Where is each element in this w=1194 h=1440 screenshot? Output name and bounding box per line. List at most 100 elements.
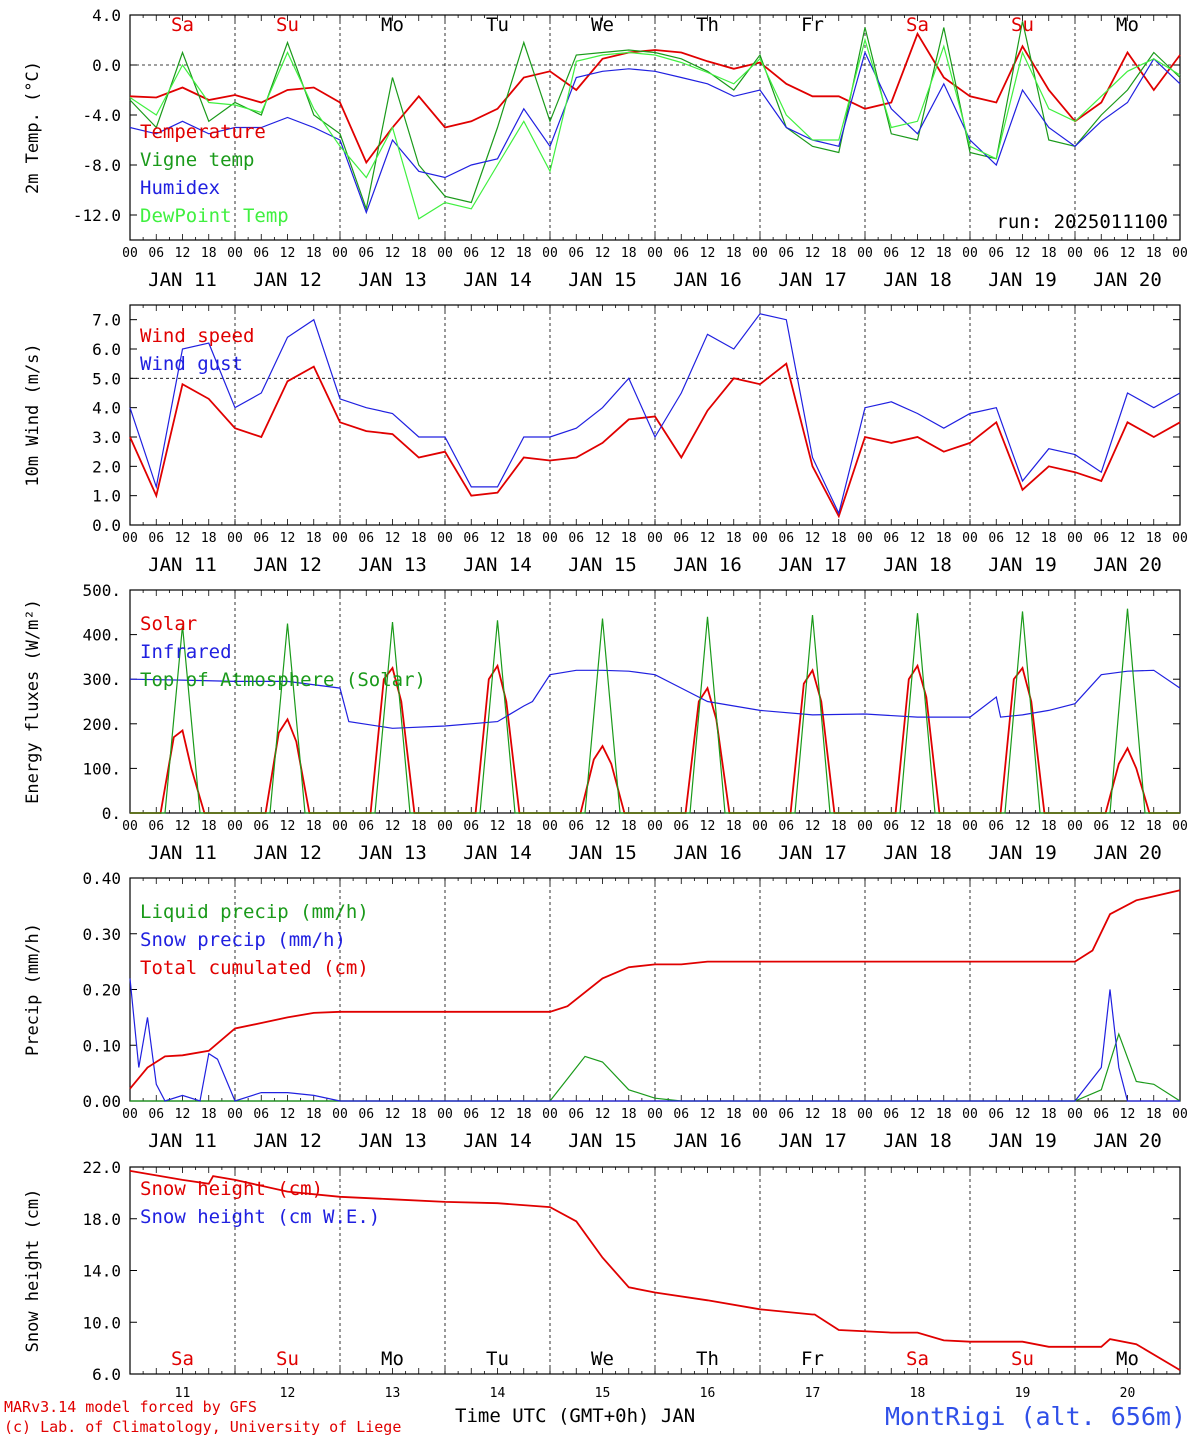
hour-tick-label: 18	[621, 1107, 637, 1122]
hour-tick-label: 12	[595, 819, 611, 834]
hour-tick-label: 06	[673, 531, 689, 546]
hour-tick-label: 00	[122, 819, 138, 834]
hour-tick-label: 00	[542, 819, 558, 834]
hour-tick-label: 06	[568, 1107, 584, 1122]
date-label: JAN 13	[358, 1130, 427, 1152]
hour-tick-label: 06	[253, 246, 269, 261]
hour-tick-label: 00	[752, 1107, 768, 1122]
day-number-label: 14	[490, 1386, 506, 1401]
y-axis-title: 2m Temp. (°C)	[23, 61, 43, 194]
y-axis-title: 10m Wind (m/s)	[23, 343, 43, 486]
hour-tick-label: 18	[1041, 1107, 1057, 1122]
hour-tick-label: 12	[700, 531, 716, 546]
hour-tick-label: 12	[805, 1107, 821, 1122]
hour-tick-label: 06	[988, 1107, 1004, 1122]
hour-tick-label: 06	[463, 1107, 479, 1122]
hour-tick-label: 06	[253, 531, 269, 546]
series-line-blue	[129, 669, 1181, 729]
y-tick-label: 0.20	[82, 981, 121, 1000]
hour-tick-label: 06	[463, 531, 479, 546]
y-tick-label: -12.0	[73, 206, 121, 225]
hour-tick-label: 00	[647, 819, 663, 834]
series-line-blue	[129, 50, 1181, 215]
hour-tick-label: 00	[857, 246, 873, 261]
y-axis-title: Precip (mm/h)	[23, 923, 43, 1056]
hour-tick-label: 18	[306, 531, 322, 546]
hour-tick-label: 00	[227, 819, 243, 834]
date-label: JAN 18	[883, 1130, 952, 1152]
date-label: JAN 13	[358, 269, 427, 291]
date-label: JAN 13	[358, 842, 427, 864]
hour-tick-label: 00	[542, 246, 558, 261]
run-label: run: 2025011100	[996, 211, 1168, 233]
y-tick-label: 300.	[82, 670, 121, 689]
legend-entry: Wind speed	[140, 325, 254, 347]
hour-tick-label: 12	[175, 246, 191, 261]
hour-tick-label: 18	[1041, 246, 1057, 261]
date-label: JAN 16	[673, 554, 742, 576]
hour-tick-label: 06	[883, 246, 899, 261]
y-tick-label: 0.0	[92, 56, 121, 75]
hour-tick-label: 00	[122, 531, 138, 546]
hour-tick-label: 00	[962, 819, 978, 834]
hour-tick-label: 00	[1172, 246, 1188, 261]
day-number-label: 13	[385, 1386, 401, 1401]
hour-tick-label: 00	[227, 1107, 243, 1122]
hour-tick-label: 06	[778, 819, 794, 834]
hour-tick-label: 12	[805, 246, 821, 261]
hour-tick-label: 18	[516, 531, 532, 546]
hour-tick-label: 00	[542, 1107, 558, 1122]
hour-tick-label: 06	[358, 246, 374, 261]
hour-tick-label: 00	[752, 531, 768, 546]
date-label: JAN 18	[883, 842, 952, 864]
date-label: JAN 15	[568, 1130, 637, 1152]
date-label: JAN 18	[883, 269, 952, 291]
hour-tick-label: 00	[857, 531, 873, 546]
legend-entry: Liquid precip (mm/h)	[140, 901, 369, 923]
hour-tick-label: 18	[831, 246, 847, 261]
time-axis-title: Time UTC (GMT+0h) JAN	[455, 1405, 695, 1427]
weekday-label-top: Sa	[171, 14, 194, 36]
y-tick-label: -8.0	[82, 156, 121, 175]
y-tick-label: 6.0	[92, 1365, 121, 1384]
day-number-label: 17	[805, 1386, 821, 1401]
legend-entry: Humidex	[140, 177, 220, 199]
y-axis-title: Snow height (cm)	[23, 1189, 43, 1353]
date-label: JAN 15	[568, 269, 637, 291]
legend-entry: Wind gust	[140, 353, 243, 375]
date-label: JAN 11	[148, 554, 217, 576]
hour-tick-label: 06	[358, 531, 374, 546]
hour-tick-label: 12	[175, 1107, 191, 1122]
hour-tick-label: 06	[1093, 246, 1109, 261]
hour-tick-label: 12	[1120, 531, 1136, 546]
series-line-blue	[129, 978, 1180, 1102]
date-label: JAN 18	[883, 554, 952, 576]
hour-tick-label: 18	[411, 246, 427, 261]
hour-tick-label: 18	[411, 531, 427, 546]
date-label: JAN 20	[1093, 269, 1162, 291]
hour-tick-label: 06	[358, 819, 374, 834]
panel-5: 22.0 18.0 14.0 10.0 6.0 Snow height (cm) Snow …	[23, 1158, 1181, 1384]
y-tick-label: 5.0	[92, 369, 121, 388]
legend-entry: Snow height (cm W.E.)	[140, 1206, 380, 1228]
weekday-label-top: Su	[1011, 14, 1034, 36]
series-line-red	[129, 1170, 1181, 1371]
panel-3: 500. 400. 300. 200. 100. 0. Energy fluxes (W/m…	[23, 581, 1188, 864]
weekday-label-bottom: Fr	[801, 1348, 824, 1370]
hour-tick-label: 12	[385, 1107, 401, 1122]
hour-tick-label: 12	[280, 819, 296, 834]
day-number-label: 11	[175, 1386, 191, 1401]
hour-tick-label: 06	[148, 531, 164, 546]
hour-tick-label: 18	[201, 1107, 217, 1122]
hour-tick-label: 12	[700, 1107, 716, 1122]
y-tick-label: 0.10	[82, 1036, 121, 1055]
weekday-label-bottom: Mo	[1116, 1348, 1139, 1370]
date-label: JAN 12	[253, 554, 322, 576]
date-label: JAN 17	[778, 1130, 847, 1152]
weekday-label-top: Su	[276, 14, 299, 36]
y-tick-label: 4.0	[92, 399, 121, 418]
hour-tick-label: 12	[175, 531, 191, 546]
weekday-label-top: Tu	[486, 14, 509, 36]
date-label: JAN 19	[988, 269, 1057, 291]
